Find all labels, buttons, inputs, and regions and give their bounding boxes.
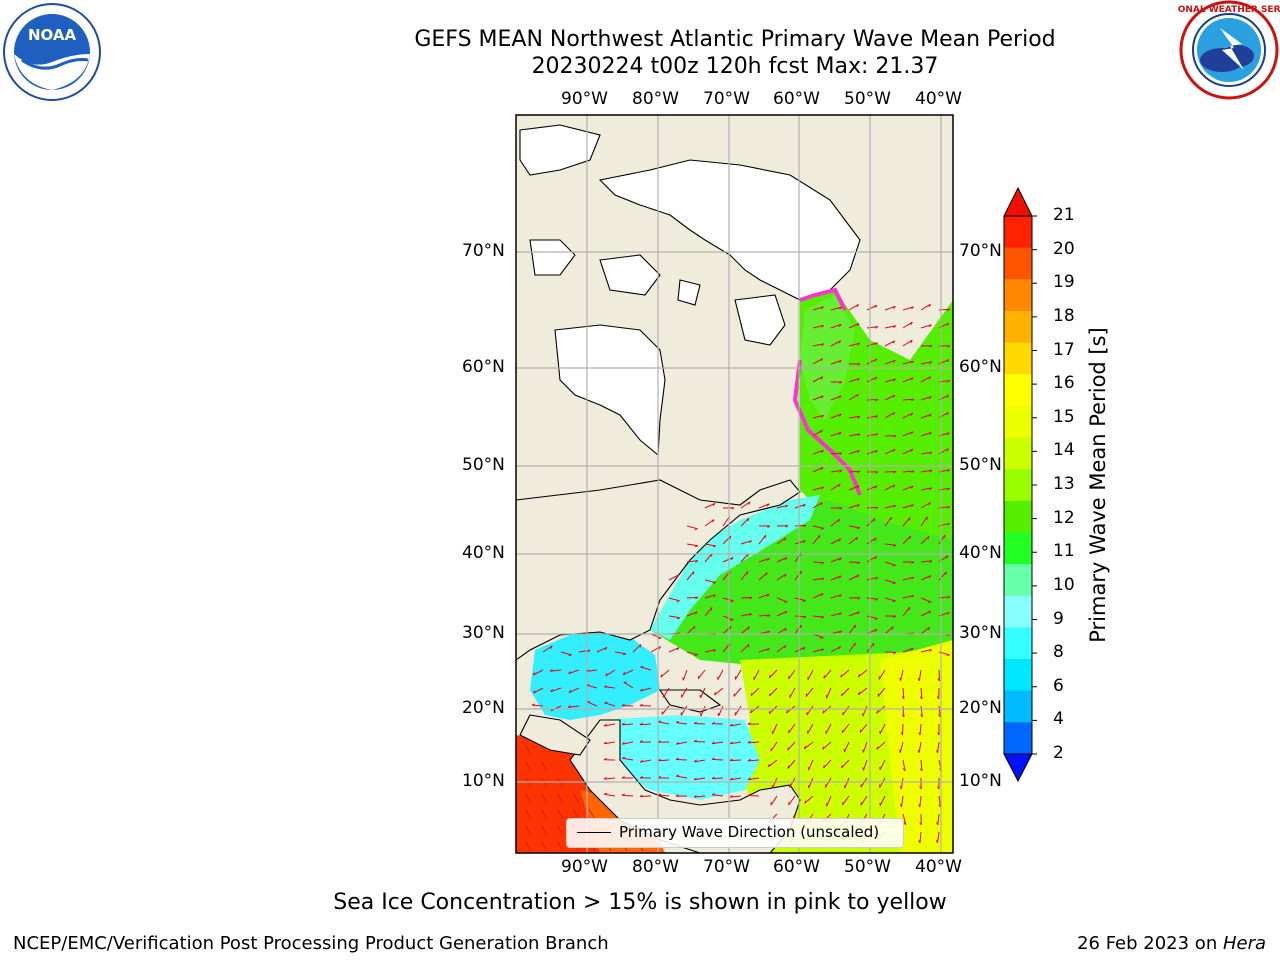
colorbar <box>1003 186 1037 783</box>
colorbar-band <box>1004 405 1032 439</box>
latitude-label-right: 50°N <box>959 455 1002 475</box>
colorbar-tick-label: 20 <box>1053 238 1075 259</box>
colorbar-band <box>1004 722 1032 755</box>
colorbar-tick-label: 15 <box>1053 406 1075 427</box>
wave-period-field <box>800 295 855 420</box>
svg-text:NOAA: NOAA <box>28 26 77 44</box>
colorbar-tick-label: 21 <box>1053 205 1075 225</box>
wave-period-field <box>880 640 953 853</box>
map-legend: Primary Wave Direction (unscaled) <box>566 818 904 848</box>
sea-ice-edge <box>792 287 862 496</box>
colorbar-band <box>1004 310 1032 344</box>
latitude-label-left: 40°N <box>462 543 505 563</box>
colorbar-tick-label: 13 <box>1053 474 1075 494</box>
colorbar-tick-label: 12 <box>1053 507 1075 528</box>
svg-text:NATIONAL WEATHER SERVICE: NATIONAL WEATHER SERVICE <box>1178 5 1280 15</box>
arctic-landmass <box>734 294 786 346</box>
colorbar-tick-label: 4 <box>1053 709 1064 730</box>
footer-credit: NCEP/EMC/Verification Post Processing Pr… <box>13 933 609 954</box>
latitude-label-right: 60°N <box>959 357 1002 377</box>
sea-ice-caption: Sea Ice Concentration > 15% is shown in … <box>333 890 947 915</box>
arctic-landmass <box>599 254 661 296</box>
colorbar-tick-label: 16 <box>1053 373 1075 394</box>
longitude-label-bottom: 70°W <box>703 857 750 877</box>
footer-host: Hera <box>1222 933 1266 954</box>
colorbar-band <box>1004 469 1032 502</box>
latitude-label-left: 10°N <box>462 771 505 791</box>
latitude-label-right: 20°N <box>959 698 1002 718</box>
latitude-label-left: 60°N <box>462 357 505 377</box>
colorbar-tick-label: 17 <box>1053 339 1075 360</box>
colorbar-band <box>1004 690 1032 723</box>
latitude-label-left: 20°N <box>462 698 505 718</box>
footer-date-text: 26 Feb 2023 on <box>1077 933 1223 954</box>
longitude-label-bottom: 90°W <box>561 857 608 877</box>
arctic-landmass <box>598 159 861 301</box>
longitude-label-top: 70°W <box>703 89 750 109</box>
longitude-label-top: 90°W <box>561 89 608 109</box>
latitude-label-right: 30°N <box>959 623 1002 643</box>
legend-line-icon <box>577 832 611 833</box>
colorbar-tick-label: 8 <box>1053 642 1064 663</box>
longitude-label-top: 80°W <box>632 89 679 109</box>
colorbar-band <box>1004 247 1032 280</box>
colorbar-band <box>1004 595 1032 628</box>
colorbar-max-extend <box>1003 186 1033 217</box>
latitude-label-right: 40°N <box>959 543 1002 563</box>
latitude-label-right: 70°N <box>959 241 1002 261</box>
footer-date: 26 Feb 2023 on Hera <box>1077 933 1266 954</box>
colorbar-band <box>1004 342 1032 375</box>
colorbar-band <box>1004 564 1032 597</box>
longitude-label-bottom: 80°W <box>632 857 679 877</box>
latitude-label-left: 50°N <box>462 455 505 475</box>
longitude-label-top: 60°W <box>773 89 820 109</box>
arctic-landmass <box>519 124 601 176</box>
chart-subtitle: 20230224 t00z 120h fcst Max: 21.37 <box>531 54 939 79</box>
colorbar-tick-label: 2 <box>1053 743 1064 763</box>
colorbar-band <box>1004 279 1032 312</box>
colorbar-tick-label: 6 <box>1053 675 1064 696</box>
colorbar-band <box>1004 532 1032 565</box>
latitude-label-left: 30°N <box>462 623 505 643</box>
latitude-label-right: 10°N <box>959 771 1002 791</box>
map-frame <box>515 114 954 854</box>
colorbar-band <box>1004 374 1032 407</box>
legend-label: Primary Wave Direction (unscaled) <box>619 823 880 841</box>
colorbar-band <box>1004 627 1032 660</box>
colorbar-band <box>1004 659 1032 692</box>
longitude-label-top: 40°W <box>915 89 962 109</box>
longitude-label-bottom: 50°W <box>844 857 891 877</box>
colorbar-tick-label: 14 <box>1053 440 1075 461</box>
arctic-landmass <box>529 239 576 276</box>
colorbar-tick-label: 18 <box>1053 305 1075 326</box>
latitude-label-left: 70°N <box>462 241 505 261</box>
continent-land <box>519 714 591 756</box>
colorbar-label: Primary Wave Mean Period [s] <box>1086 327 1110 643</box>
colorbar-tick-label: 10 <box>1053 574 1075 595</box>
colorbar-band <box>1004 216 1032 249</box>
longitude-label-top: 50°W <box>844 89 891 109</box>
longitude-label-bottom: 60°W <box>773 857 820 877</box>
wave-period-field <box>650 495 820 640</box>
colorbar-min-extend <box>1003 753 1033 783</box>
colorbar-tick-label: 19 <box>1053 272 1075 293</box>
nws-logo-icon: NATIONAL WEATHER SERVICE <box>1178 0 1280 100</box>
wave-period-field <box>600 715 760 800</box>
colorbar-tick-label: 9 <box>1053 608 1064 629</box>
colorbar-band <box>1004 500 1032 533</box>
colorbar-tick-label: 11 <box>1053 541 1075 562</box>
noaa-logo-icon: NOAA <box>3 3 101 101</box>
colorbar-band <box>1004 437 1032 470</box>
arctic-landmass <box>677 279 701 306</box>
longitude-label-bottom: 40°W <box>915 857 962 877</box>
chart-title: GEFS MEAN Northwest Atlantic Primary Wav… <box>414 27 1056 52</box>
